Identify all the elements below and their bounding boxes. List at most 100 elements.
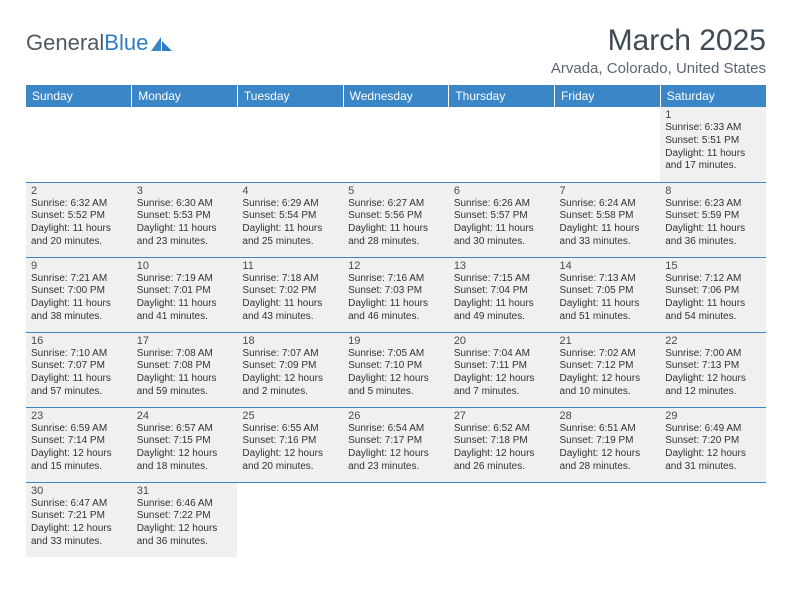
day-info: Sunrise: 7:04 AMSunset: 7:11 PMDaylight:… (454, 348, 550, 399)
day-info: Sunrise: 7:21 AMSunset: 7:00 PMDaylight:… (31, 273, 127, 324)
day-info: Sunrise: 6:30 AMSunset: 5:53 PMDaylight:… (137, 198, 233, 249)
day-number: 4 (242, 185, 338, 197)
calendar-cell: 19Sunrise: 7:05 AMSunset: 7:10 PMDayligh… (343, 332, 449, 407)
day-info: Sunrise: 7:07 AMSunset: 7:09 PMDaylight:… (242, 348, 338, 399)
logo: GeneralBlue (26, 24, 174, 56)
day-number: 10 (137, 260, 233, 272)
calendar-cell: 30Sunrise: 6:47 AMSunset: 7:21 PMDayligh… (26, 482, 132, 557)
day-info: Sunrise: 6:24 AMSunset: 5:58 PMDaylight:… (560, 198, 656, 249)
calendar-row: 1Sunrise: 6:33 AMSunset: 5:51 PMDaylight… (26, 107, 766, 182)
calendar-cell: 29Sunrise: 6:49 AMSunset: 7:20 PMDayligh… (660, 407, 766, 482)
day-number: 16 (31, 335, 127, 347)
calendar-cell: 18Sunrise: 7:07 AMSunset: 7:09 PMDayligh… (237, 332, 343, 407)
calendar-cell (343, 482, 449, 557)
calendar-cell: 23Sunrise: 6:59 AMSunset: 7:14 PMDayligh… (26, 407, 132, 482)
calendar-cell: 11Sunrise: 7:18 AMSunset: 7:02 PMDayligh… (237, 257, 343, 332)
calendar-cell: 6Sunrise: 6:26 AMSunset: 5:57 PMDaylight… (449, 182, 555, 257)
day-number: 25 (242, 410, 338, 422)
day-info: Sunrise: 6:27 AMSunset: 5:56 PMDaylight:… (348, 198, 444, 249)
calendar-cell: 31Sunrise: 6:46 AMSunset: 7:22 PMDayligh… (132, 482, 238, 557)
calendar-cell: 24Sunrise: 6:57 AMSunset: 7:15 PMDayligh… (132, 407, 238, 482)
day-info: Sunrise: 7:15 AMSunset: 7:04 PMDaylight:… (454, 273, 550, 324)
day-info: Sunrise: 6:47 AMSunset: 7:21 PMDaylight:… (31, 498, 127, 549)
calendar-cell: 5Sunrise: 6:27 AMSunset: 5:56 PMDaylight… (343, 182, 449, 257)
day-number: 5 (348, 185, 444, 197)
day-header: Monday (132, 85, 238, 107)
calendar-cell: 26Sunrise: 6:54 AMSunset: 7:17 PMDayligh… (343, 407, 449, 482)
day-number: 6 (454, 185, 550, 197)
logo-text-2: Blue (104, 30, 148, 56)
calendar-cell: 7Sunrise: 6:24 AMSunset: 5:58 PMDaylight… (555, 182, 661, 257)
day-number: 22 (665, 335, 761, 347)
calendar-cell: 1Sunrise: 6:33 AMSunset: 5:51 PMDaylight… (660, 107, 766, 182)
day-number: 29 (665, 410, 761, 422)
day-info: Sunrise: 6:55 AMSunset: 7:16 PMDaylight:… (242, 423, 338, 474)
day-number: 18 (242, 335, 338, 347)
day-info: Sunrise: 7:02 AMSunset: 7:12 PMDaylight:… (560, 348, 656, 399)
calendar-row: 16Sunrise: 7:10 AMSunset: 7:07 PMDayligh… (26, 332, 766, 407)
calendar-row: 30Sunrise: 6:47 AMSunset: 7:21 PMDayligh… (26, 482, 766, 557)
day-info: Sunrise: 6:52 AMSunset: 7:18 PMDaylight:… (454, 423, 550, 474)
calendar-cell (237, 482, 343, 557)
day-info: Sunrise: 7:18 AMSunset: 7:02 PMDaylight:… (242, 273, 338, 324)
calendar-cell (132, 107, 238, 182)
calendar-cell: 17Sunrise: 7:08 AMSunset: 7:08 PMDayligh… (132, 332, 238, 407)
day-header: Tuesday (237, 85, 343, 107)
day-info: Sunrise: 7:19 AMSunset: 7:01 PMDaylight:… (137, 273, 233, 324)
location-text: Arvada, Colorado, United States (551, 60, 766, 77)
day-number: 9 (31, 260, 127, 272)
day-info: Sunrise: 6:32 AMSunset: 5:52 PMDaylight:… (31, 198, 127, 249)
day-number: 7 (560, 185, 656, 197)
day-info: Sunrise: 7:05 AMSunset: 7:10 PMDaylight:… (348, 348, 444, 399)
day-info: Sunrise: 6:26 AMSunset: 5:57 PMDaylight:… (454, 198, 550, 249)
calendar-cell: 12Sunrise: 7:16 AMSunset: 7:03 PMDayligh… (343, 257, 449, 332)
calendar-cell (555, 107, 661, 182)
calendar-cell: 2Sunrise: 6:32 AMSunset: 5:52 PMDaylight… (26, 182, 132, 257)
calendar-cell: 3Sunrise: 6:30 AMSunset: 5:53 PMDaylight… (132, 182, 238, 257)
calendar-cell: 16Sunrise: 7:10 AMSunset: 7:07 PMDayligh… (26, 332, 132, 407)
day-number: 19 (348, 335, 444, 347)
day-number: 27 (454, 410, 550, 422)
day-info: Sunrise: 7:16 AMSunset: 7:03 PMDaylight:… (348, 273, 444, 324)
day-number: 26 (348, 410, 444, 422)
title-block: March 2025 Arvada, Colorado, United Stat… (551, 24, 766, 77)
day-number: 23 (31, 410, 127, 422)
day-info: Sunrise: 6:29 AMSunset: 5:54 PMDaylight:… (242, 198, 338, 249)
calendar-cell (449, 482, 555, 557)
day-number: 28 (560, 410, 656, 422)
day-number: 17 (137, 335, 233, 347)
day-header: Friday (555, 85, 661, 107)
day-number: 12 (348, 260, 444, 272)
day-number: 3 (137, 185, 233, 197)
calendar-row: 23Sunrise: 6:59 AMSunset: 7:14 PMDayligh… (26, 407, 766, 482)
page-title: March 2025 (551, 24, 766, 58)
calendar-cell: 25Sunrise: 6:55 AMSunset: 7:16 PMDayligh… (237, 407, 343, 482)
calendar-header-row: Sunday Monday Tuesday Wednesday Thursday… (26, 85, 766, 107)
calendar-cell (449, 107, 555, 182)
day-info: Sunrise: 7:12 AMSunset: 7:06 PMDaylight:… (665, 273, 761, 324)
day-info: Sunrise: 6:49 AMSunset: 7:20 PMDaylight:… (665, 423, 761, 474)
calendar-cell: 4Sunrise: 6:29 AMSunset: 5:54 PMDaylight… (237, 182, 343, 257)
day-number: 1 (665, 109, 761, 121)
calendar-cell (343, 107, 449, 182)
day-info: Sunrise: 6:33 AMSunset: 5:51 PMDaylight:… (665, 122, 761, 173)
day-number: 13 (454, 260, 550, 272)
calendar-cell: 8Sunrise: 6:23 AMSunset: 5:59 PMDaylight… (660, 182, 766, 257)
day-info: Sunrise: 7:00 AMSunset: 7:13 PMDaylight:… (665, 348, 761, 399)
day-info: Sunrise: 7:10 AMSunset: 7:07 PMDaylight:… (31, 348, 127, 399)
day-number: 14 (560, 260, 656, 272)
day-info: Sunrise: 6:57 AMSunset: 7:15 PMDaylight:… (137, 423, 233, 474)
calendar-cell: 20Sunrise: 7:04 AMSunset: 7:11 PMDayligh… (449, 332, 555, 407)
logo-text-1: General (26, 30, 104, 56)
day-number: 30 (31, 485, 127, 497)
day-number: 15 (665, 260, 761, 272)
logo-sail-icon (150, 35, 174, 53)
day-info: Sunrise: 6:59 AMSunset: 7:14 PMDaylight:… (31, 423, 127, 474)
day-info: Sunrise: 7:08 AMSunset: 7:08 PMDaylight:… (137, 348, 233, 399)
day-number: 8 (665, 185, 761, 197)
day-header: Saturday (660, 85, 766, 107)
calendar-cell: 27Sunrise: 6:52 AMSunset: 7:18 PMDayligh… (449, 407, 555, 482)
day-number: 20 (454, 335, 550, 347)
calendar-cell (237, 107, 343, 182)
calendar-cell (555, 482, 661, 557)
